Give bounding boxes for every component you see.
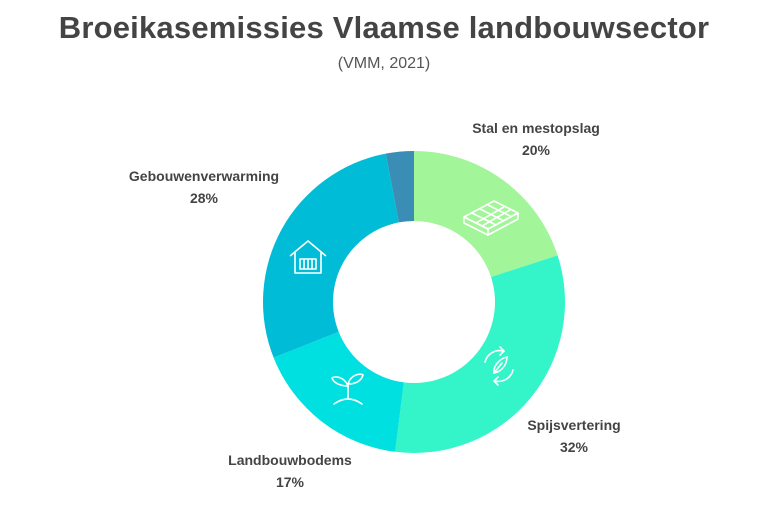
- house-radiator-icon: [289, 240, 327, 274]
- chart-subtitle: (VMM, 2021): [337, 55, 431, 72]
- slice-label-gebouwenverwarming-value: 28%: [189, 190, 219, 206]
- slice-label-spijsvertering-name: Spijsvertering: [527, 417, 621, 433]
- slice-label-landbouwbodems: Landbouwbodems 17%: [228, 449, 352, 493]
- sprout-icon: [331, 373, 364, 405]
- slice-spijsvertering: [395, 255, 565, 453]
- slice-landbouwbodems: [273, 331, 404, 452]
- slice-overig: [385, 151, 414, 223]
- slice-label-gebouwenverwarming: Gebouwenverwarming 28%: [129, 165, 279, 209]
- recycle-leaf-icon: [484, 346, 514, 386]
- slice-label-gebouwenverwarming-name: Gebouwenverwarming: [128, 168, 280, 184]
- barn-grid-icon: [463, 200, 519, 236]
- slice-label-landbouwbodems-value: 17%: [275, 474, 305, 490]
- slice-gebouwenverwarming: [263, 153, 399, 358]
- slice-label-spijsvertering-value: 32%: [559, 439, 589, 455]
- slice-label-landbouwbodems-name: Landbouwbodems: [228, 452, 352, 468]
- slice-label-stal-name: Stal en mestopslag: [472, 120, 600, 136]
- slice-label-stal: Stal en mestopslag 20%: [472, 117, 600, 161]
- chart-title: Broeikasemissies Vlaamse landbouwsector: [58, 10, 710, 45]
- slice-label-stal-value: 20%: [521, 142, 551, 158]
- slice-stal-en-mestopslag: [414, 151, 558, 277]
- slice-label-spijsvertering: Spijsvertering 32%: [527, 414, 620, 458]
